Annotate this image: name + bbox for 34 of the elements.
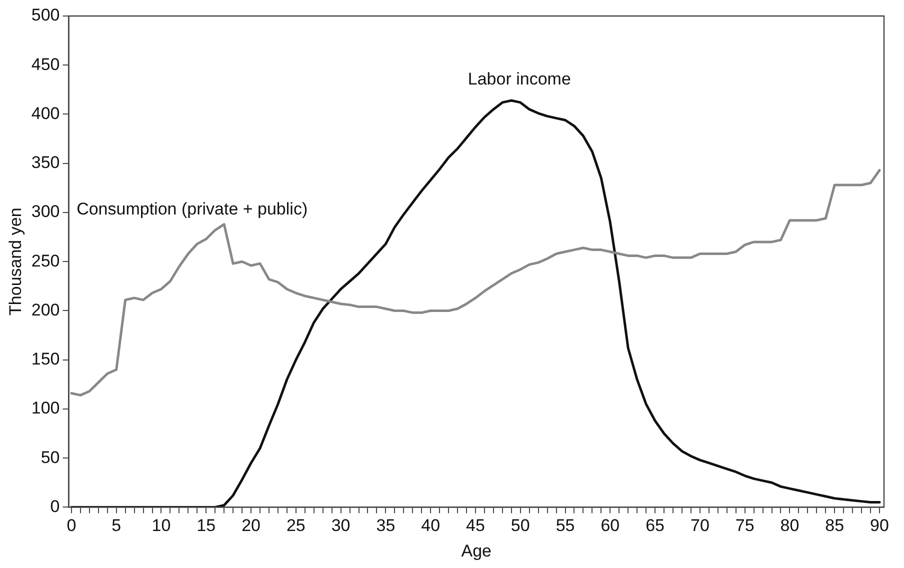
series-label: Consumption (private + public) (76, 199, 308, 218)
y-tick-label: 500 (31, 6, 60, 25)
y-tick-label: 400 (31, 104, 60, 123)
y-tick-label: 200 (31, 300, 60, 320)
x-tick-label: 30 (331, 516, 350, 536)
x-tick-label: 55 (556, 516, 575, 536)
x-tick-label: 85 (825, 516, 844, 536)
x-tick-label: 90 (870, 516, 889, 536)
x-tick-label: 75 (735, 516, 754, 536)
x-tick-label: 80 (780, 516, 800, 536)
y-tick-label: 100 (31, 398, 60, 418)
y-tick-label: 300 (31, 202, 60, 222)
x-tick-label: 10 (152, 516, 171, 536)
y-tick-label: 150 (31, 350, 60, 369)
y-tick-label: 350 (31, 153, 60, 172)
x-tick-label: 65 (646, 516, 665, 536)
y-tick-label: 50 (40, 448, 60, 467)
x-tick-label: 35 (376, 516, 396, 536)
x-tick-label: 20 (242, 516, 260, 536)
x-tick-label: 45 (466, 516, 485, 536)
y-tick-label: 250 (31, 251, 60, 270)
x-tick-label: 40 (421, 516, 440, 536)
x-tick-label: 5 (112, 516, 122, 536)
x-tick-label: 15 (196, 516, 216, 536)
y-tick-label: 0 (50, 496, 60, 516)
x-tick-label: 70 (690, 516, 710, 536)
y-tick-label: 450 (31, 54, 60, 74)
x-tick-label: 60 (600, 516, 620, 536)
x-tick-label: 50 (510, 516, 530, 536)
x-tick-label: 25 (286, 516, 306, 536)
x-axis-title: Age (461, 541, 492, 560)
series-label: Labor income (468, 70, 571, 89)
x-tick-label: 0 (66, 516, 76, 536)
y-axis-title: Thousand yen (6, 208, 25, 316)
